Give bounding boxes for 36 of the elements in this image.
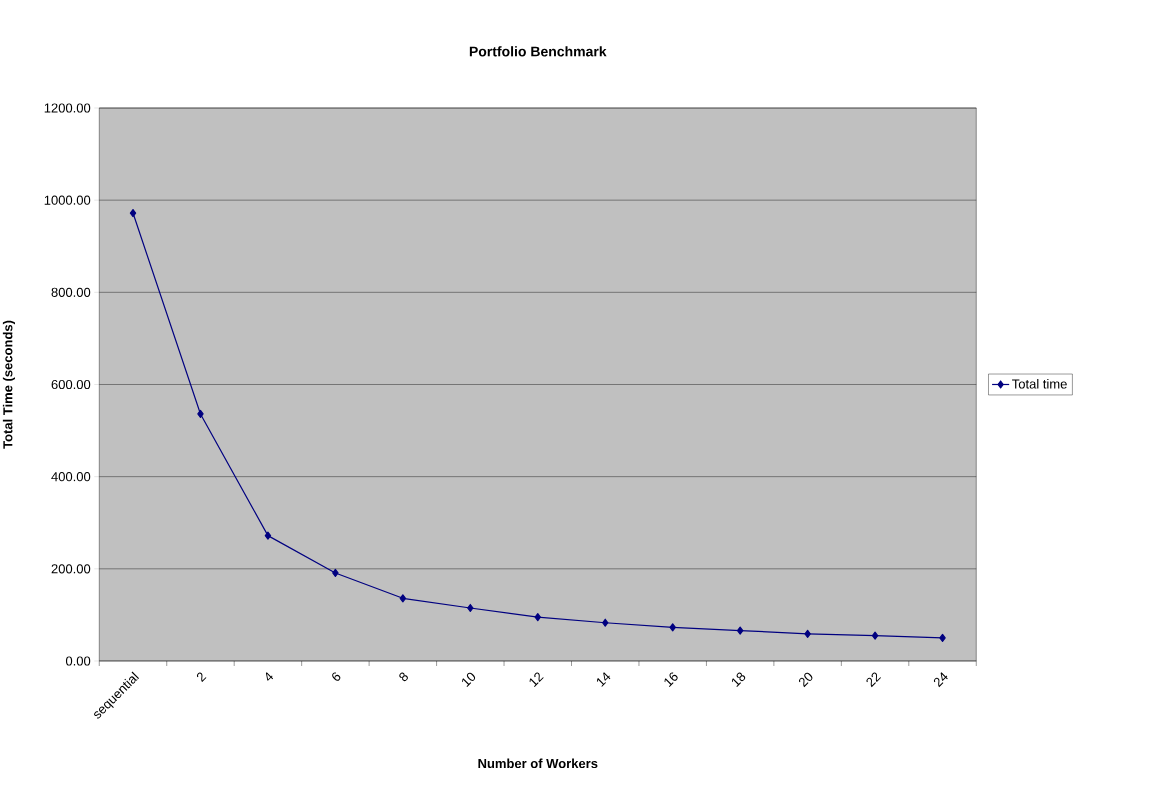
point [197, 409, 204, 419]
point [736, 626, 744, 635]
x-tick-label: 8 [399, 672, 408, 682]
y-tick-label: 600.00 [51, 379, 91, 390]
x-tick-label: 12 [529, 672, 544, 687]
point [602, 618, 609, 627]
point [534, 613, 541, 622]
x-tick-label: 24 [933, 672, 948, 688]
y-tick-label: 200.00 [51, 564, 91, 574]
point [264, 531, 272, 540]
y-tick-label: 800.00 [51, 287, 91, 297]
y-tick-label: 400.00 [51, 472, 91, 482]
y-tick-label: 0.00 [65, 656, 91, 666]
point [129, 208, 137, 218]
x-axis-title: Number of Workers [478, 758, 598, 769]
point [871, 631, 879, 640]
x-tick-label: 10 [462, 672, 476, 687]
y-tick-label: 1000.00 [44, 195, 91, 205]
point [939, 633, 946, 643]
point [332, 568, 339, 578]
y-axis-title: Total Time (seconds) [2, 320, 16, 449]
x-tick-label: 6 [332, 672, 341, 681]
point [804, 629, 811, 638]
x-tick-label: 22 [866, 672, 882, 688]
point [669, 623, 676, 632]
y-tick-label: 1200.00 [44, 103, 91, 113]
legend-label: Total time [1012, 379, 1067, 389]
point [399, 594, 407, 603]
x-tick-label: 18 [731, 672, 746, 687]
point [467, 603, 474, 613]
x-tick-label: 2 [196, 672, 207, 683]
x-tick-label: 14 [596, 672, 611, 687]
x-tick-label: 20 [798, 672, 813, 688]
x-tick-label: 16 [664, 672, 678, 687]
chart-title: Portfolio Benchmark [469, 46, 607, 57]
x-tick-label: 4 [265, 672, 274, 681]
